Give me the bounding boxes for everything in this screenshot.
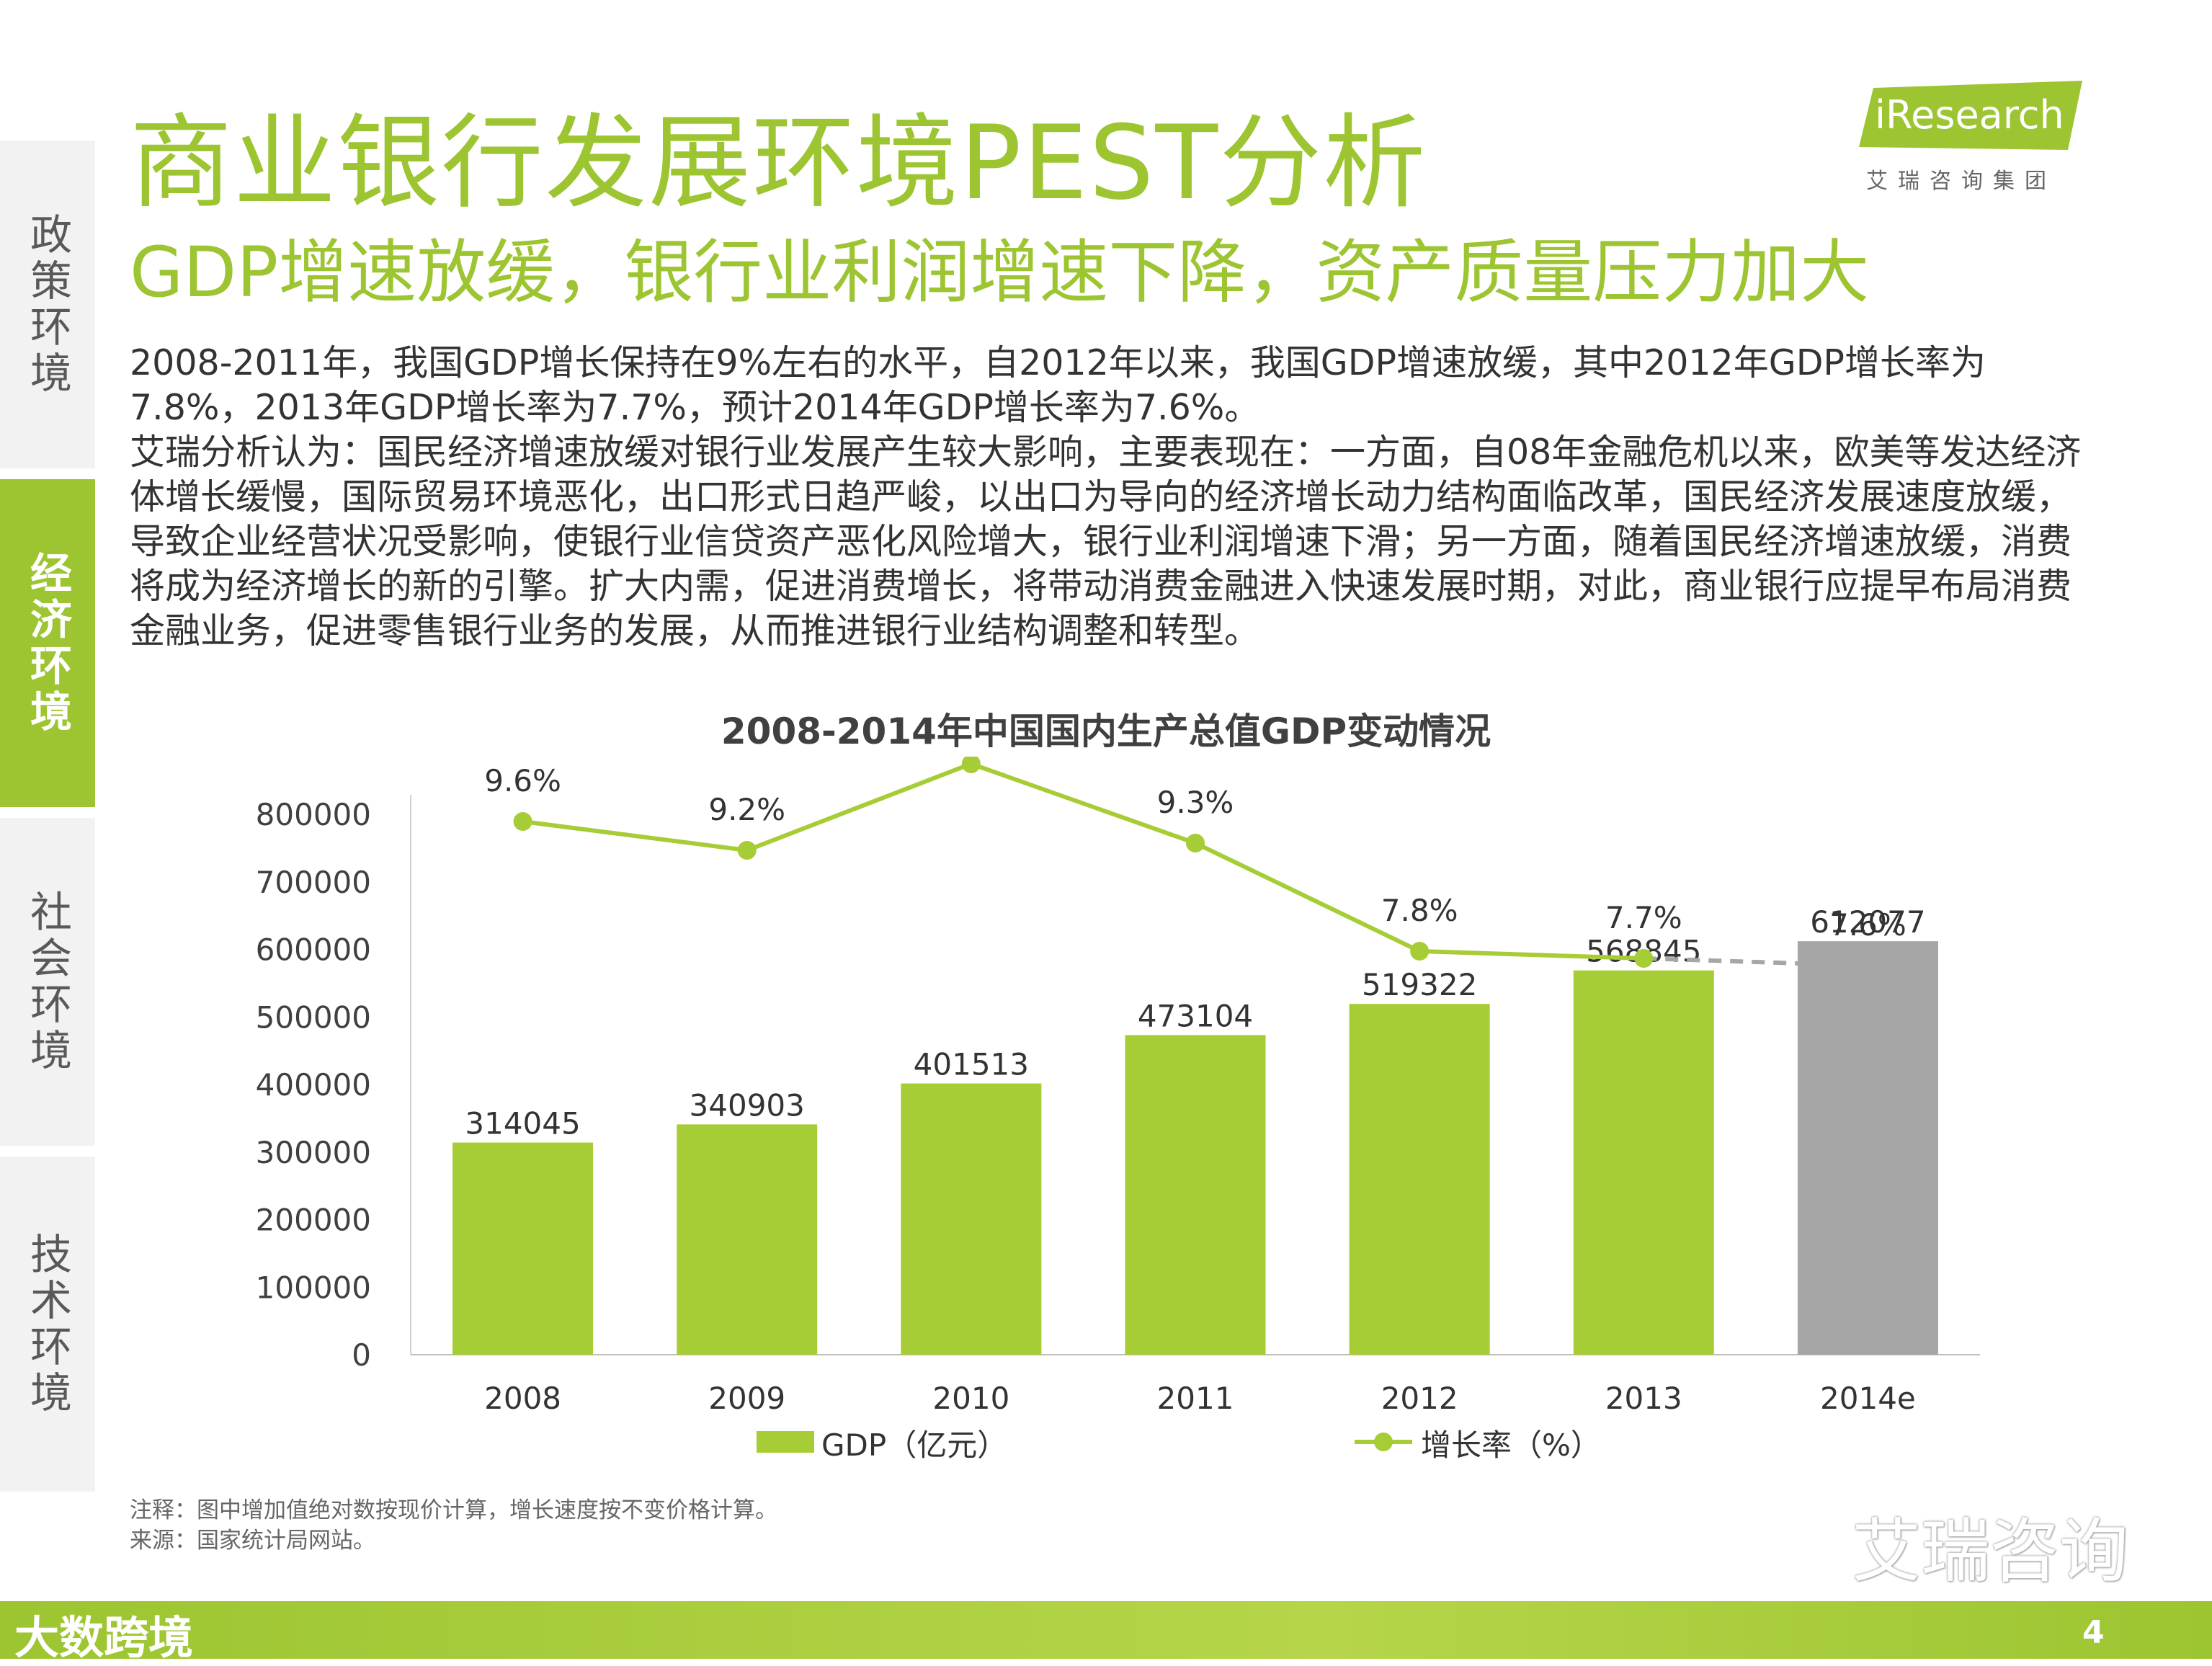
gdp-bar: [1573, 970, 1714, 1355]
growth-rate-label: 9.2%: [708, 792, 785, 827]
growth-rate-estimate-line: [1644, 956, 1868, 968]
gdp-bar-label: 314045: [465, 1106, 580, 1141]
gdp-bar-label: 401513: [914, 1047, 1029, 1082]
sidebar-tab-society[interactable]: 社会环境: [0, 818, 95, 1146]
legend-gdp-label: GDP（亿元）: [821, 1427, 1007, 1463]
y-tick-label: 0: [352, 1337, 371, 1373]
y-tick-label: 500000: [256, 999, 371, 1035]
growth-rate-point: [1410, 942, 1430, 961]
page-title: 商业银行发展环境PEST分析: [130, 104, 1427, 223]
growth-rate-point: [513, 812, 532, 831]
x-tick-label: 2008: [484, 1381, 561, 1416]
x-tick-label: 2012: [1381, 1381, 1458, 1416]
x-tick-label: 2009: [708, 1381, 785, 1416]
x-tick-label: 2014e: [1820, 1381, 1916, 1416]
legend-rate-label: 增长率（%）: [1421, 1427, 1601, 1463]
growth-rate-point: [737, 841, 757, 860]
analysis-paragraph: 艾瑞分析认为：国民经济增速放缓对银行业发展产生较大影响，主要表现在：一方面，自0…: [130, 432, 2082, 651]
logo-text: iResearch: [1875, 92, 2064, 138]
y-tick-label: 400000: [256, 1067, 371, 1102]
intro-paragraph: 2008-2011年，我国GDP增长保持在9%左右的水平，自2012年以来，我国…: [130, 342, 1986, 428]
chart-title: 2008-2014年中国国内生产总值GDP变动情况: [721, 710, 1491, 752]
y-tick-label: 700000: [256, 865, 371, 900]
x-tick-label: 2010: [932, 1381, 1009, 1416]
growth-rate-label: 7.8%: [1381, 893, 1458, 928]
footer-brand: 大数跨境: [14, 1611, 194, 1664]
gdp-chart: 800000 700000 600000 500000 400000 300000 2000…: [256, 757, 1980, 1463]
chart-note: 注释：图中增加值绝对数按现价计算，增长速度按不变价格计算。: [130, 1497, 777, 1523]
page-number: 4: [2082, 1614, 2105, 1651]
gdp-bar-label: 612077: [1810, 904, 1925, 940]
watermark-text: 艾瑞咨询: [1852, 1511, 2128, 1592]
sidebar-tab-label: 政策环境: [23, 212, 72, 397]
sidebar-tab-technology[interactable]: 技术环境: [0, 1157, 95, 1492]
growth-rate-label: 7.7%: [1605, 900, 1682, 935]
footer-bar: [0, 1601, 2212, 1659]
legend-gdp-swatch: [757, 1431, 814, 1453]
sidebar-tab-economy[interactable]: 经济环境: [0, 479, 95, 807]
y-tick-label: 300000: [256, 1135, 371, 1170]
gdp-bar: [1797, 941, 1938, 1355]
page-subtitle: GDP增速放缓，银行业利润增速下降，资产质量压力加大: [130, 232, 1870, 313]
gdp-bar: [677, 1124, 818, 1355]
x-tick-label: 2013: [1605, 1381, 1682, 1416]
growth-rate-line: [522, 761, 1644, 961]
logo-subtitle: 艾瑞咨询集团: [1866, 169, 2056, 194]
growth-rate-point: [1858, 956, 1878, 975]
chart-source: 来源：国家统计局网站。: [130, 1528, 375, 1554]
y-tick-label: 600000: [256, 932, 371, 968]
growth-rate-label: 7.6%: [1829, 907, 1906, 943]
growth-rate-label: 9.3%: [1157, 785, 1234, 820]
gdp-bar-label: 519322: [1362, 967, 1477, 1002]
sidebar-tab-policy[interactable]: 政策环境: [0, 141, 95, 468]
y-tick-label: 200000: [256, 1203, 371, 1238]
gdp-bar: [1349, 1004, 1490, 1355]
iresearch-logo: iResearch: [1859, 81, 2082, 150]
sidebar-tab-label: 社会环境: [23, 889, 72, 1074]
legend-rate-marker: [1374, 1433, 1393, 1451]
growth-rate-point: [1186, 834, 1205, 852]
gdp-bar-label: 473104: [1138, 998, 1253, 1033]
x-tick-label: 2011: [1157, 1381, 1234, 1416]
gdp-bar: [901, 1083, 1042, 1355]
growth-rate-point: [1634, 949, 1654, 968]
y-tick-label: 100000: [256, 1270, 371, 1305]
sidebar-tab-label: 技术环境: [23, 1231, 72, 1417]
growth-rate-point: [961, 757, 981, 773]
gdp-bar: [452, 1142, 594, 1355]
gdp-bar-label: 340903: [690, 1087, 805, 1123]
y-tick-label: 800000: [256, 797, 371, 832]
gdp-bar: [1125, 1035, 1266, 1355]
sidebar-tab-label: 经济环境: [23, 551, 72, 736]
growth-rate-label: 9.6%: [484, 763, 561, 798]
